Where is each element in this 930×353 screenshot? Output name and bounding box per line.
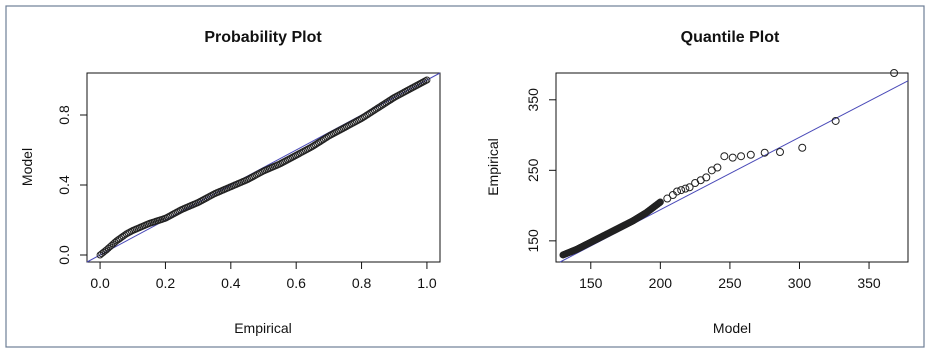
- quantile-plot-y-ticks: 150 250 350: [525, 88, 556, 253]
- quantile-plot-x-tick-label: 300: [788, 275, 812, 291]
- probability-plot-x-axis-title: Empirical: [234, 320, 292, 336]
- probability-plot-x-tick-label: 0.0: [90, 275, 110, 291]
- quantile-plot-point: [890, 69, 899, 77]
- quantile-plot-marks: [559, 69, 909, 263]
- quantile-plot-y-tick-label: 250: [525, 158, 541, 182]
- probability-plot-x-tick-label: 0.6: [286, 275, 306, 291]
- quantile-plot-x-ticks: 150 200 250 300 350: [579, 262, 881, 291]
- quantile-plot-point: [681, 184, 690, 193]
- probability-plot-y-tick-label: 0.4: [56, 175, 72, 195]
- probability-plot-x-tick-label: 0.2: [156, 275, 176, 291]
- quantile-plot-point: [685, 183, 694, 192]
- probability-plot-x-ticks: 0.0 0.2 0.4 0.6 0.8 1.0: [90, 262, 437, 291]
- probability-plot-point: [423, 76, 431, 84]
- quantile-plot-point: [713, 163, 722, 172]
- quantile-plot-point: [776, 147, 784, 156]
- probability-plot-y-tick-label: 0.8: [56, 105, 72, 125]
- probability-plot-panel: Probability Plot 0.0 0.2 0.4 0.6 0.8 1.0 0.00…: [19, 29, 441, 336]
- quantile-plot-x-axis-title: Model: [713, 320, 751, 336]
- quantile-plot-axes-box: [555, 72, 909, 263]
- quantile-plot-point: [746, 150, 755, 159]
- quantile-plot-point: [656, 198, 664, 206]
- quantile-plot-point: [720, 152, 729, 161]
- quantile-plot-y-tick-label: 350: [525, 88, 541, 112]
- quantile-plot-point: [702, 173, 711, 182]
- quantile-plot-point: [663, 194, 672, 203]
- probability-plot-x-tick-label: 0.4: [221, 275, 241, 291]
- quantile-plot-point: [737, 152, 746, 161]
- quantile-plot-x-tick-label: 250: [718, 275, 742, 291]
- quantile-plot-x-tick-label: 350: [857, 275, 881, 291]
- quantile-plot-point: [798, 143, 807, 152]
- quantile-plot-title: Quantile Plot: [681, 29, 780, 46]
- quantile-plot-y-axis-title: Empirical: [485, 138, 501, 196]
- quantile-plot-point: [760, 148, 769, 157]
- figure-frame: [5, 5, 925, 348]
- quantile-plot-panel: Quantile Plot 150 200 250 300 350 150250350 …: [485, 29, 909, 336]
- quantile-plot-point: [677, 186, 686, 195]
- probability-plot-title: Probability Plot: [204, 29, 322, 46]
- probability-plot-y-tick-label: 0.0: [56, 245, 72, 265]
- quantile-plot-x-tick-label: 150: [579, 275, 603, 291]
- quantile-plot-point: [673, 187, 682, 196]
- probability-plot-y-axis-title: Model: [19, 148, 35, 186]
- probability-plot-marks: [86, 72, 441, 263]
- probability-plot-x-tick-label: 0.8: [352, 275, 372, 291]
- probability-plot-x-tick-label: 1.0: [417, 275, 437, 291]
- probability-plot-y-ticks: 0.0 0.4 0.8: [56, 105, 87, 265]
- quantile-plot-y-tick-label: 150: [525, 229, 541, 253]
- quantile-plot-point: [831, 116, 840, 125]
- quantile-plot-point: [728, 153, 737, 162]
- quantile-plot-x-tick-label: 200: [649, 275, 673, 291]
- probability-plot-axes-box: [86, 72, 441, 263]
